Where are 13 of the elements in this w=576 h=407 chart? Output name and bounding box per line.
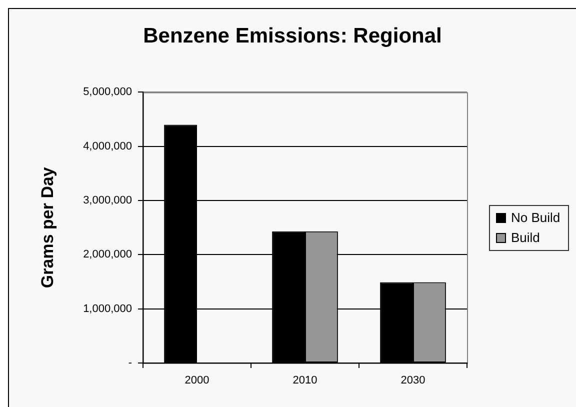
y-tick-label: - [128, 357, 132, 370]
legend-label: No Build [511, 210, 560, 226]
x-tick-label: 2030 [400, 374, 426, 387]
y-tick-label: 3,000,000 [83, 194, 132, 207]
y-axis-title: Grams per Day [38, 166, 57, 288]
y-tick-label: 2,000,000 [83, 248, 132, 261]
x-tick-label: 2000 [184, 374, 210, 387]
y-tick-label: 5,000,000 [83, 86, 132, 98]
y-tick-label: 4,000,000 [83, 140, 132, 152]
legend-label: Build [511, 230, 540, 246]
x-tick-label: 2010 [292, 374, 318, 387]
y-tick-label: 1,000,000 [83, 302, 132, 315]
chart-title: Benzene Emissions: Regional [143, 24, 442, 48]
